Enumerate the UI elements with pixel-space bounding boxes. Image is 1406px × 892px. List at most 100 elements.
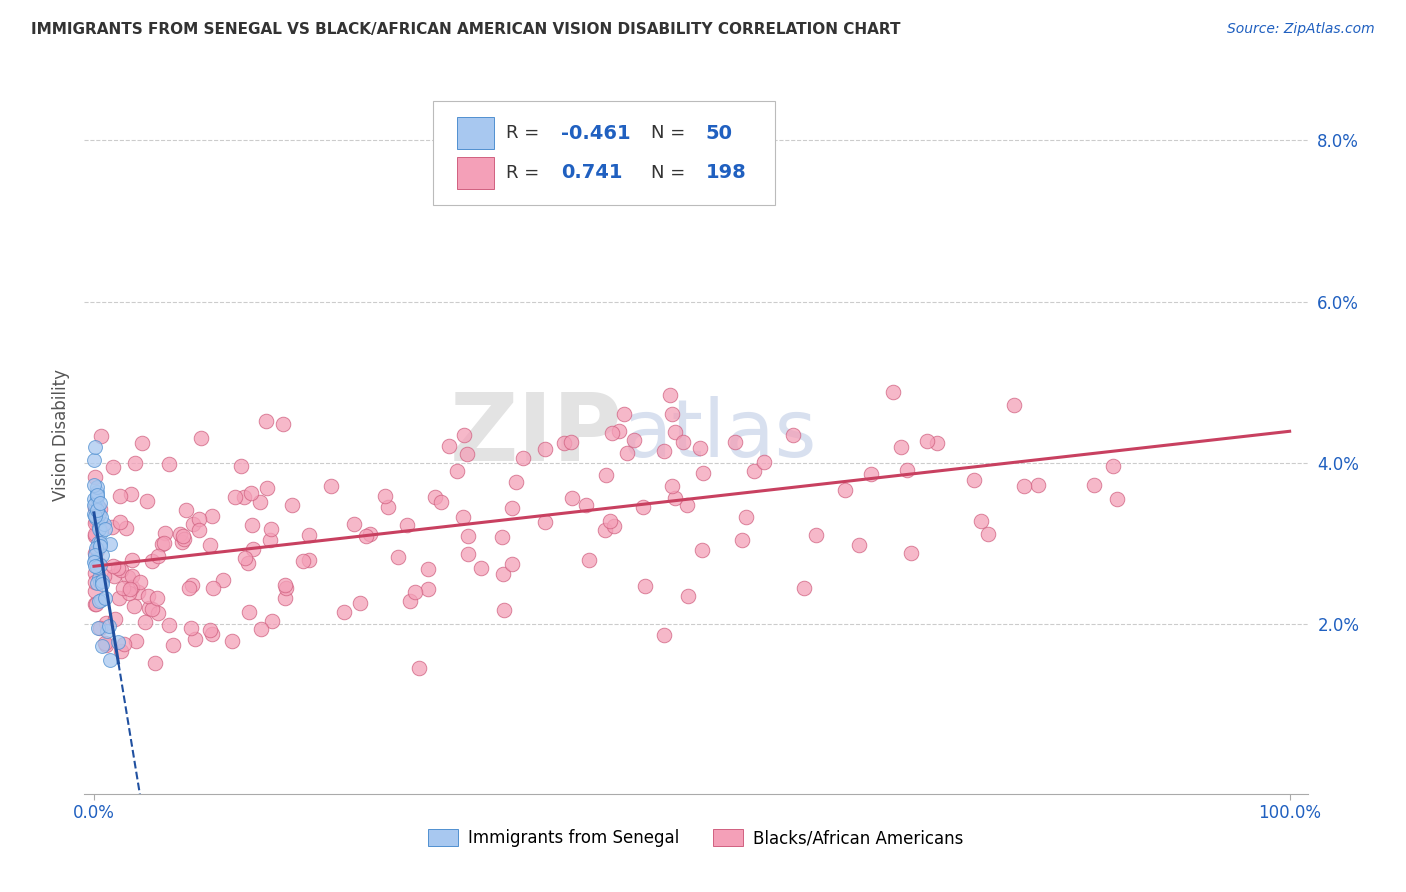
Point (963, 474, 986, 488)
Point (976, 527, 998, 541)
Point (87, 593, 110, 607)
Point (84, 509, 107, 524)
Point (731, 533, 754, 547)
Point (349, 596, 371, 610)
Point (84, 541, 107, 556)
Bar (457, 117, 494, 150)
Point (84, 470, 107, 484)
Point (121, 568, 143, 582)
Bar (457, 157, 494, 189)
Point (83, 552, 105, 566)
Point (86, 575, 108, 590)
Point (298, 527, 321, 541)
Point (534, 442, 557, 457)
Point (793, 581, 815, 595)
Point (860, 467, 883, 481)
Point (249, 622, 271, 636)
Point (599, 515, 621, 529)
Point (86, 488, 108, 502)
Point (187, 512, 209, 526)
Point (86, 515, 108, 529)
Point (804, 528, 827, 542)
Point (128, 574, 150, 589)
Point (118, 586, 141, 600)
Point (1102, 458, 1125, 473)
Point (201, 627, 224, 641)
Point (84, 508, 107, 523)
Y-axis label: Vision Disability: Vision Disability (52, 369, 70, 500)
Point (634, 579, 657, 593)
Point (87, 499, 110, 513)
Text: 198: 198 (706, 163, 747, 182)
Point (377, 500, 399, 514)
Point (101, 459, 124, 474)
Point (98, 653, 121, 667)
Point (281, 499, 304, 513)
Point (104, 612, 127, 626)
Point (103, 568, 125, 582)
Point (890, 440, 912, 454)
Point (181, 516, 204, 531)
Point (593, 523, 616, 537)
Point (501, 557, 523, 571)
Point (1107, 491, 1129, 506)
Point (292, 554, 315, 568)
Point (470, 561, 492, 575)
Point (724, 434, 747, 449)
Point (915, 434, 938, 448)
Point (652, 443, 675, 458)
Point (607, 424, 630, 438)
Point (93, 569, 115, 583)
Point (131, 436, 153, 450)
Point (172, 529, 194, 543)
Point (298, 552, 321, 566)
Point (184, 632, 207, 647)
Point (84, 497, 107, 511)
Point (661, 407, 683, 421)
Point (690, 543, 713, 558)
Point (84, 597, 107, 611)
Point (491, 530, 513, 544)
Point (457, 547, 479, 561)
Point (172, 535, 194, 549)
Point (553, 436, 575, 450)
Point (84, 574, 107, 589)
Point (86, 484, 108, 499)
Point (623, 433, 645, 447)
Point (108, 591, 131, 605)
Point (91, 574, 114, 588)
Point (1083, 478, 1105, 492)
Point (86, 559, 108, 574)
Point (83, 440, 105, 454)
Point (89, 501, 111, 516)
Point (122, 599, 145, 613)
Point (87, 520, 110, 534)
Point (359, 527, 381, 541)
Point (260, 615, 283, 629)
Point (505, 475, 527, 489)
Point (155, 526, 177, 541)
Point (453, 427, 475, 442)
Point (87, 621, 110, 635)
Point (124, 456, 146, 470)
Point (138, 601, 160, 615)
Point (125, 634, 148, 648)
Point (141, 601, 163, 615)
Point (600, 426, 623, 441)
Point (423, 490, 446, 504)
Point (658, 388, 681, 402)
Legend: Immigrants from Senegal, Blacks/African Americans: Immigrants from Senegal, Blacks/African … (422, 822, 970, 854)
Point (399, 594, 422, 608)
Text: 0.741: 0.741 (561, 163, 623, 182)
Point (107, 560, 129, 574)
Point (202, 581, 225, 595)
Point (148, 549, 170, 564)
Point (96, 624, 118, 638)
Point (233, 490, 256, 504)
Point (834, 483, 856, 498)
Point (87, 522, 110, 536)
Point (692, 466, 714, 480)
Text: -0.461: -0.461 (561, 124, 631, 143)
Point (83, 548, 105, 562)
Point (446, 464, 468, 478)
